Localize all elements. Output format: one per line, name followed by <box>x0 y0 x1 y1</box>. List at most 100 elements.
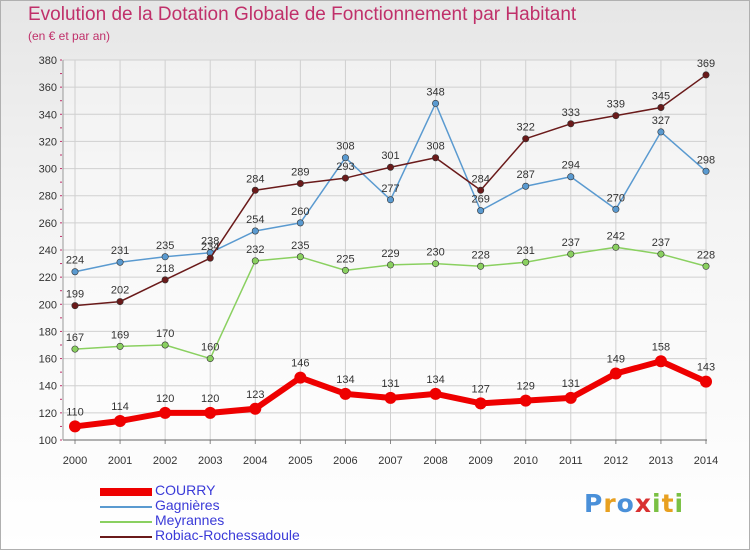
x-tick-label: 2010 <box>513 455 537 467</box>
data-point <box>612 205 620 213</box>
data-label: 284 <box>471 173 489 185</box>
x-tick-label: 2003 <box>198 455 222 467</box>
logo-letter: r <box>603 489 617 518</box>
data-label: 369 <box>697 58 715 70</box>
y-tick-label: 280 <box>39 191 57 203</box>
data-label: 225 <box>336 253 354 265</box>
data-point <box>296 253 304 261</box>
y-tick-label: 240 <box>39 245 57 257</box>
data-point <box>567 250 575 258</box>
x-tick-label: 2002 <box>153 455 177 467</box>
logo-letter: o <box>616 489 635 518</box>
data-label: 127 <box>471 383 489 395</box>
x-tick-label: 2013 <box>649 455 673 467</box>
data-point <box>657 128 665 136</box>
data-label: 348 <box>426 86 444 98</box>
data-point <box>477 186 485 194</box>
legend-swatch <box>100 536 152 538</box>
x-tick-label: 2004 <box>243 455 267 467</box>
data-point <box>657 250 665 258</box>
data-label: 230 <box>426 247 444 259</box>
chart-subtitle: (en € et par an) <box>28 29 111 43</box>
data-label: 131 <box>562 378 580 390</box>
data-label: 228 <box>471 249 489 261</box>
data-label: 123 <box>246 389 264 401</box>
logo-letter: i <box>652 489 662 518</box>
data-point <box>432 99 440 107</box>
data-label: 146 <box>291 358 309 370</box>
data-point <box>116 258 124 266</box>
data-point <box>564 391 577 404</box>
data-label: 110 <box>66 406 84 418</box>
data-label: 229 <box>381 248 399 260</box>
data-point <box>159 406 172 419</box>
data-point <box>341 266 349 274</box>
legend-swatch <box>100 521 152 523</box>
data-point <box>612 112 620 120</box>
data-label: 218 <box>156 263 174 275</box>
data-point <box>702 262 710 270</box>
y-tick-label: 220 <box>39 272 57 284</box>
data-point <box>386 163 394 171</box>
data-label: 231 <box>517 245 535 257</box>
data-label: 301 <box>381 150 399 162</box>
data-label: 260 <box>291 206 309 218</box>
data-point <box>71 302 79 310</box>
y-tick-label: 160 <box>39 354 57 366</box>
data-point <box>700 375 712 388</box>
data-label: 234 <box>201 241 219 253</box>
data-point <box>204 406 217 419</box>
logo-letter: i <box>674 489 685 518</box>
data-label: 231 <box>111 245 129 257</box>
legend-label: Gagnières <box>155 497 220 513</box>
data-label: 287 <box>517 169 535 181</box>
data-point <box>384 391 397 404</box>
data-point <box>341 174 349 182</box>
data-point <box>612 243 620 251</box>
data-label: 294 <box>562 160 580 172</box>
data-label: 345 <box>652 91 670 103</box>
x-tick-label: 2005 <box>288 455 312 467</box>
y-tick-label: 100 <box>39 435 57 447</box>
data-label: 120 <box>201 393 219 405</box>
data-point <box>251 257 259 265</box>
data-label: 232 <box>246 244 264 256</box>
data-point <box>71 268 79 276</box>
data-point <box>522 182 530 190</box>
data-label: 199 <box>66 289 84 301</box>
logo-letter: t <box>661 489 675 518</box>
data-label: 322 <box>517 122 535 134</box>
data-label: 298 <box>697 154 715 166</box>
data-point <box>206 254 214 262</box>
data-point <box>341 154 349 162</box>
data-point <box>477 207 485 215</box>
data-point <box>474 397 487 410</box>
y-tick-label: 260 <box>39 218 57 230</box>
legend-label: COURRY <box>155 482 216 498</box>
data-label: 237 <box>652 237 670 249</box>
data-label: 339 <box>607 99 625 111</box>
data-label: 149 <box>607 354 625 366</box>
data-point <box>702 167 710 175</box>
x-tick-label: 2008 <box>423 455 447 467</box>
x-tick-label: 2006 <box>333 455 357 467</box>
data-label: 134 <box>336 374 354 386</box>
data-point <box>432 260 440 268</box>
data-point <box>251 227 259 235</box>
data-point <box>522 258 530 266</box>
data-point <box>206 355 214 363</box>
logo-letter: P <box>584 489 604 518</box>
logo-letter: x <box>634 489 652 518</box>
data-label: 284 <box>246 173 264 185</box>
data-label: 134 <box>426 374 444 386</box>
data-label: 237 <box>562 237 580 249</box>
data-point <box>429 387 442 400</box>
data-label: 160 <box>201 342 219 354</box>
data-point <box>386 261 394 269</box>
x-tick-label: 2012 <box>604 455 628 467</box>
legend-swatch <box>100 488 152 496</box>
x-tick-label: 2000 <box>63 455 87 467</box>
data-point <box>654 355 667 368</box>
